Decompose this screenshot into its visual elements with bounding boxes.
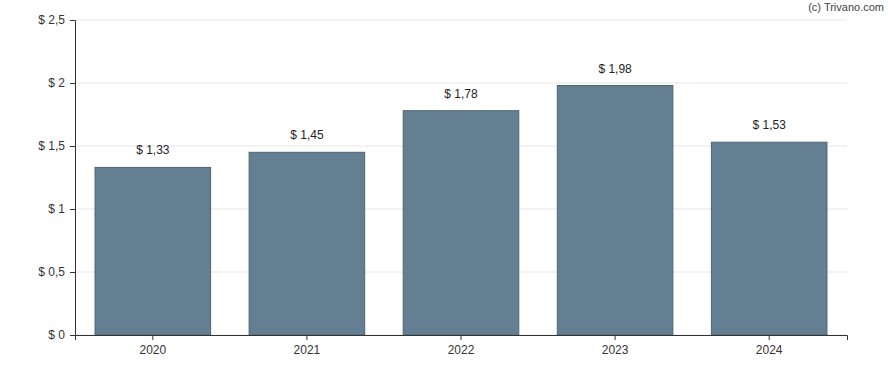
- tick-mark: [70, 146, 75, 147]
- grid-line: [75, 20, 847, 21]
- tick-mark: [615, 335, 616, 340]
- tick: $ 2,5: [38, 13, 75, 27]
- y-axis: $ 0 $ 0,5 $ 1 $ 1,5 $ 2 $ 2,5: [38, 13, 75, 342]
- tick-mark: [306, 335, 307, 340]
- tick-mark: [70, 272, 75, 273]
- data-label: $ 1,45: [290, 128, 324, 142]
- tick-label: $ 1: [48, 202, 65, 216]
- tick-mark: [70, 335, 75, 336]
- bar: [711, 142, 827, 335]
- data-labels: $ 1,33 $ 1,45 $ 1,78 $ 1,98 $ 1,53: [136, 62, 786, 158]
- tick-label: 2023: [602, 343, 629, 357]
- tick: $ 1: [48, 202, 75, 216]
- axis-line: [70, 21, 76, 336]
- tick: $ 1,5: [38, 139, 75, 153]
- grid: [75, 20, 847, 335]
- data-label: $ 1,78: [444, 87, 478, 101]
- tick: $ 0: [48, 328, 75, 342]
- tick-label: $ 2,5: [38, 13, 65, 27]
- tick: 2024: [756, 335, 783, 357]
- tick-mark: [152, 335, 153, 340]
- grid-line: [75, 83, 847, 84]
- x-axis: 2020 2021 2022 2023 2024: [76, 335, 848, 357]
- tick-label: $ 1,5: [38, 139, 65, 153]
- tick-label: $ 0,5: [38, 265, 65, 279]
- tick: 2022: [448, 335, 475, 357]
- data-label: $ 1,33: [136, 143, 170, 157]
- annotation: (c) Trivano.com: [808, 1, 884, 13]
- tick: 2023: [602, 335, 629, 357]
- bar: [95, 167, 211, 335]
- tick-label: 2024: [756, 343, 783, 357]
- bar: [249, 152, 365, 335]
- tick-label: $ 0: [48, 328, 65, 342]
- data-label: $ 1,98: [598, 62, 632, 76]
- tick: $ 0,5: [38, 265, 75, 279]
- tick-mark: [70, 20, 75, 21]
- tick-mark: [769, 335, 770, 340]
- tick-label: 2021: [294, 343, 321, 357]
- bar: [403, 111, 519, 335]
- tick: $ 2: [48, 76, 75, 90]
- bars: [95, 86, 827, 335]
- tick-label: 2022: [448, 343, 475, 357]
- tick: 2021: [294, 335, 321, 357]
- bar: [557, 86, 673, 335]
- axis-line: [76, 336, 848, 341]
- chart: $ 1,33$ 1,45$ 1,78$ 1,98$ 1,53$ 0$ 0,5$ …: [0, 0, 888, 370]
- tick-mark: [70, 209, 75, 210]
- plot: $ 1,33$ 1,45$ 1,78$ 1,98$ 1,53$ 0$ 0,5$ …: [38, 13, 847, 356]
- tick: 2020: [139, 335, 166, 357]
- tick-mark: [461, 335, 462, 340]
- tick-mark: [70, 83, 75, 84]
- tick-label: $ 2: [48, 76, 65, 90]
- tick-label: 2020: [139, 343, 166, 357]
- data-label: $ 1,53: [752, 118, 786, 132]
